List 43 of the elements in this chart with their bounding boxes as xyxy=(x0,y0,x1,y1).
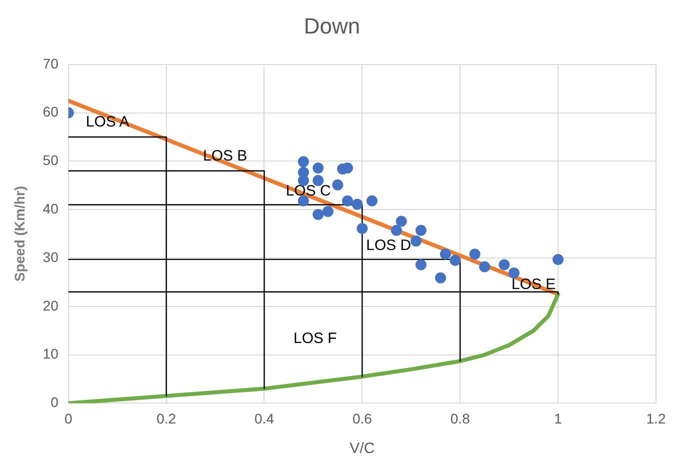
point xyxy=(415,259,426,270)
point xyxy=(352,198,363,210)
x-axis-title: V/C xyxy=(350,440,375,458)
x-tick-label: 0.4 xyxy=(254,410,274,426)
x-tick-label: 1.2 xyxy=(646,410,666,426)
x-tick-label: 0.8 xyxy=(450,410,470,426)
point xyxy=(479,261,490,272)
y-tick-label: 50 xyxy=(42,152,59,168)
point xyxy=(440,248,451,260)
point xyxy=(390,224,402,236)
point xyxy=(332,179,344,190)
point xyxy=(322,206,334,218)
point xyxy=(312,162,324,174)
point xyxy=(415,224,426,236)
y-tick-label: 70 xyxy=(42,55,59,72)
point xyxy=(356,222,368,234)
point xyxy=(396,216,407,227)
point xyxy=(435,272,446,284)
point xyxy=(366,195,378,206)
y-axis-title: Speed (Km/hr) xyxy=(11,186,28,282)
y-tick-label: 0 xyxy=(50,394,59,410)
point xyxy=(312,208,324,220)
point xyxy=(298,156,309,168)
point xyxy=(450,254,461,266)
y-tick-label: 40 xyxy=(42,200,59,216)
x-tick-label: 0.2 xyxy=(156,410,176,426)
y-tick-label: 30 xyxy=(42,248,59,265)
annotation: LOS F xyxy=(293,330,337,347)
point xyxy=(508,268,520,279)
point xyxy=(342,195,353,206)
x-tick-label: 0.6 xyxy=(352,410,372,426)
y-tick-label: 20 xyxy=(42,297,59,314)
point xyxy=(410,236,422,247)
point xyxy=(312,175,324,186)
point xyxy=(469,248,480,260)
annotation: LOS D xyxy=(366,236,412,254)
y-tick-label: 10 xyxy=(42,346,59,362)
chart-title: Down xyxy=(304,13,360,38)
point xyxy=(498,259,510,270)
point xyxy=(552,254,564,265)
x-tick-label: 1 xyxy=(554,410,562,426)
x-tick-label: 0 xyxy=(64,410,72,426)
y-tick-label: 60 xyxy=(42,104,59,120)
